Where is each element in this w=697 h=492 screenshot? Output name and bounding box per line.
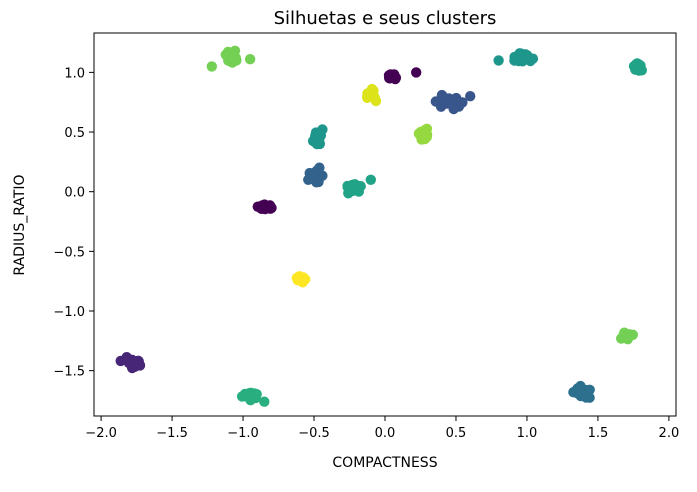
y-tick-label: 1.0 xyxy=(64,66,85,81)
scatter-point xyxy=(571,387,583,399)
scatter-point xyxy=(239,391,251,402)
y-tick-label: −0.5 xyxy=(53,245,85,260)
scatter-point xyxy=(347,185,358,197)
x-tick-label: 0.5 xyxy=(446,426,467,441)
x-tick-label: 1.0 xyxy=(517,426,538,441)
scatter-point xyxy=(115,355,126,367)
data-points xyxy=(115,45,647,407)
y-tick-label: 0.5 xyxy=(64,126,85,141)
scatter-point xyxy=(436,100,447,112)
scatter-point xyxy=(231,55,242,66)
scatter-point xyxy=(259,396,270,407)
scatter-point xyxy=(450,99,461,110)
y-axis: −1.5 −1.0 −0.5 0.0 0.5 1.0 xyxy=(53,66,94,380)
scatter-point xyxy=(297,277,308,288)
x-tick-label: −1.0 xyxy=(227,426,259,441)
x-tick-label: −2.0 xyxy=(85,426,117,441)
x-tick-label: 1.5 xyxy=(588,426,609,441)
x-tick-label: −0.5 xyxy=(298,426,330,441)
scatter-point xyxy=(244,54,256,65)
scatter-point xyxy=(627,329,638,340)
scatter-point xyxy=(385,69,396,80)
scatter-point xyxy=(250,392,261,404)
x-tick-label: 0.0 xyxy=(375,426,396,441)
scatter-point xyxy=(514,48,525,59)
scatter-point xyxy=(303,174,314,185)
x-tick-label: 2.0 xyxy=(659,426,680,441)
plot-area xyxy=(93,32,677,417)
y-tick-label: −1.0 xyxy=(53,305,85,320)
scatter-point xyxy=(465,91,476,102)
x-tick-label: −1.5 xyxy=(156,426,188,441)
scatter-point xyxy=(312,165,323,176)
scatter-point xyxy=(580,385,591,396)
scatter-point xyxy=(307,135,319,147)
scatter-point xyxy=(259,201,270,212)
scatter-point xyxy=(411,67,422,78)
scatter-point xyxy=(526,53,537,65)
scatter-point xyxy=(126,354,138,365)
y-axis-label: RADIUS_RATIO xyxy=(12,174,28,275)
scatter-point xyxy=(415,126,427,137)
y-tick-label: −1.5 xyxy=(53,365,85,380)
scatter-point xyxy=(365,174,376,185)
scatter-point xyxy=(223,55,234,66)
scatter-point xyxy=(313,174,325,185)
chart-title: Silhuetas e seus clusters xyxy=(274,8,497,29)
scatter-point xyxy=(315,130,327,141)
y-tick-label: 0.0 xyxy=(64,186,85,201)
scatter-point xyxy=(206,61,217,72)
scatter-point xyxy=(619,330,630,341)
scatter-point xyxy=(493,55,504,66)
x-axis-label: COMPACTNESS xyxy=(332,455,437,471)
scatter-point xyxy=(362,92,373,103)
x-axis: −2.0 −1.5 −1.0 −0.5 0.0 0.5 1.0 1.5 2.0 xyxy=(85,416,679,441)
scatter-point xyxy=(633,59,644,70)
